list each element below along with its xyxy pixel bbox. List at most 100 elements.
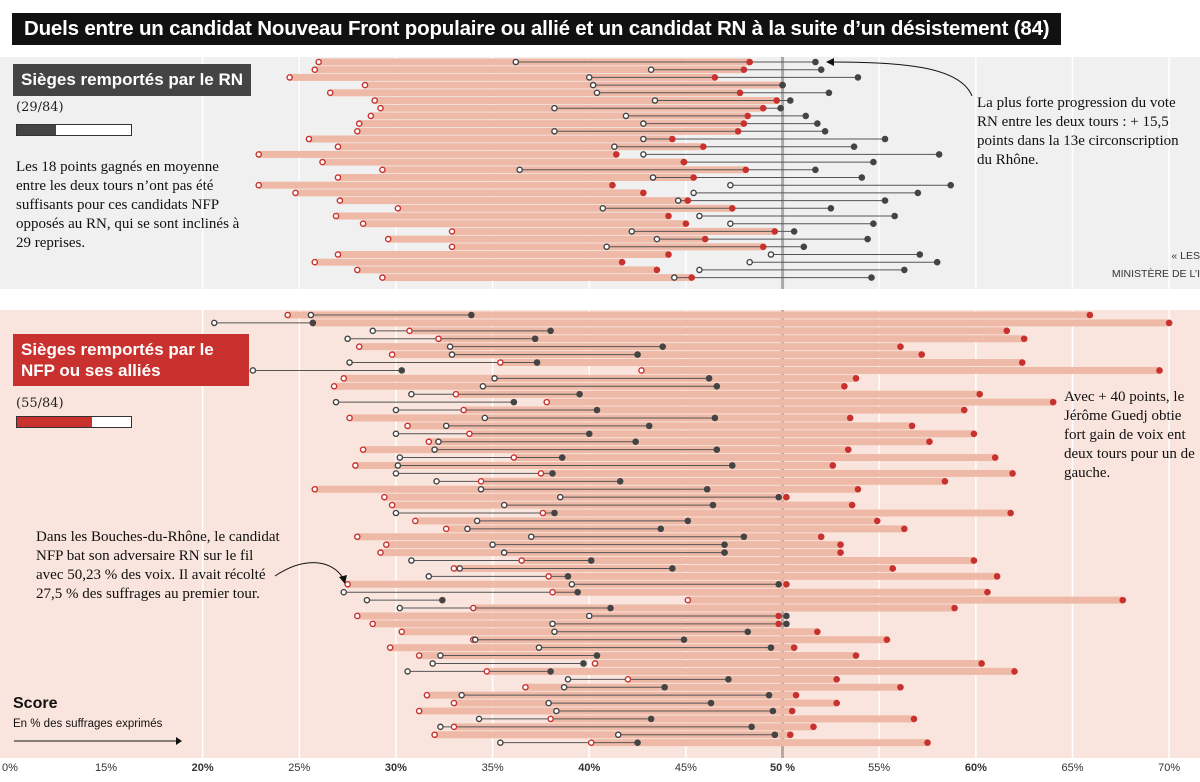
nfp-first-round-point — [284, 311, 292, 319]
rn-second-round-point — [728, 462, 736, 469]
rn-first-round-point — [431, 446, 438, 453]
rn-second-round-point — [821, 128, 829, 135]
nfp-row-41 — [469, 636, 891, 644]
nfp-progress-segment — [357, 612, 779, 620]
nfp-row-47 — [522, 683, 904, 691]
nfp-row-45 — [404, 667, 1018, 675]
rn-second-round-point — [901, 266, 908, 274]
nfp-row-40 — [398, 628, 821, 636]
nfp-row-11 — [332, 398, 1057, 406]
nfp-progress-segment — [365, 81, 783, 89]
rn-first-round-point — [556, 493, 564, 501]
nfp-first-round-point — [452, 390, 460, 398]
rn-second-round-point — [779, 81, 786, 89]
rn-first-round-point — [481, 414, 489, 422]
nfp-first-round-point — [466, 430, 473, 438]
nfp-progress-segment — [595, 659, 982, 667]
rn-row-10 — [305, 135, 889, 143]
rn-first-round-point — [369, 327, 377, 335]
rn-first-round-point — [651, 97, 659, 104]
nfp-progress-segment — [552, 588, 988, 596]
rn-first-round-point — [500, 549, 508, 556]
rn-second-round-point — [775, 580, 782, 588]
nfp-first-round-point — [398, 628, 406, 636]
nfp-progress-segment — [500, 359, 1023, 367]
rn-second-round-point — [551, 509, 558, 517]
nfp-second-round-point — [854, 485, 862, 493]
nfp-row-33 — [425, 572, 1001, 580]
nfp-row-31 — [408, 557, 978, 565]
rn-first-round-point — [408, 390, 415, 398]
nfp-first-round-point — [377, 549, 384, 556]
nfp-second-round-point — [690, 174, 697, 181]
rn-second-round-point — [786, 97, 794, 104]
score-subtitle: En % des suffrages exprimés — [13, 718, 163, 730]
rn-row-4 — [326, 89, 833, 97]
rn-second-round-point — [574, 588, 581, 596]
nfp-row-39 — [369, 620, 790, 628]
nfp-progress-segment — [525, 683, 901, 691]
rn-first-round-point — [392, 406, 400, 414]
rn-row-28 — [379, 274, 875, 282]
rn-first-round-point — [585, 612, 593, 620]
nfp-first-round-point — [539, 509, 547, 517]
rn-first-round-point — [647, 66, 655, 73]
nfp-first-round-point — [510, 454, 518, 461]
rn-row-2 — [286, 73, 862, 81]
rn-second-round-point — [725, 676, 732, 683]
rn-row-24 — [448, 243, 808, 251]
nfp-first-round-point — [371, 97, 378, 104]
rn-second-round-point — [587, 557, 595, 564]
nfp-progress-segment — [473, 604, 955, 612]
rn-first-round-point — [640, 151, 647, 158]
rn-second-round-point — [709, 501, 717, 509]
nfp-second-round-point — [701, 235, 709, 243]
nfp-first-round-point — [404, 422, 411, 430]
nfp-second-round-point — [841, 382, 848, 390]
rn-callout-arrow — [831, 61, 973, 97]
nfp-row-42 — [386, 644, 798, 652]
nfp-row-20 — [392, 469, 1016, 477]
nfp-row-35 — [340, 588, 991, 596]
nfp-progress-segment — [337, 174, 694, 181]
x-tick-label: 70% — [1158, 762, 1180, 774]
nfp-second-round-point — [846, 414, 854, 422]
rn-second-round-point — [669, 565, 676, 572]
nfp-progress-segment — [452, 227, 775, 235]
nfp-row-14 — [404, 422, 916, 430]
nfp-second-round-point — [744, 112, 752, 120]
nfp-second-round-point — [978, 660, 985, 667]
nfp-first-round-point — [394, 204, 402, 212]
x-tick-label: 15% — [95, 762, 117, 774]
rn-second-round-point — [585, 430, 593, 438]
rn-first-round-point — [471, 636, 479, 644]
rn-first-round-point — [614, 731, 622, 739]
nfp-second-round-point — [1007, 509, 1014, 517]
x-tick-label: 40% — [578, 762, 600, 774]
nfp-first-round-point — [334, 174, 342, 181]
nfp-first-round-point — [450, 723, 458, 731]
rn-second-round-point — [933, 258, 941, 266]
nfp-row-51 — [475, 715, 918, 723]
rn-second-round-point — [769, 707, 777, 715]
nfp-progress-segment — [409, 327, 1007, 335]
nfp-second-round-point — [773, 97, 781, 104]
nfp-progress-segment — [687, 596, 1123, 604]
nfp-first-round-point — [537, 470, 545, 477]
rn-first-round-point — [392, 470, 400, 477]
rn-first-round-point — [249, 367, 257, 374]
nfp-progress-segment — [550, 715, 914, 723]
rn-second-round-point — [707, 699, 715, 707]
rn-second-round-point — [547, 668, 554, 675]
rn-second-round-point — [705, 375, 713, 382]
nfp-row-37 — [396, 604, 958, 612]
rn-second-round-point — [533, 359, 541, 366]
nfp-progress-fill — [17, 417, 92, 427]
nfp-second-round-point — [775, 612, 782, 620]
nfp-second-round-point — [669, 135, 676, 143]
x-axis: 0% 15% 20% 25% 30% 35% 40% 45% 50 % 55% 60% 65% 70% — [2, 762, 1180, 774]
nfp-second-round-point — [1049, 398, 1057, 406]
x-tick-label: 0% — [2, 762, 18, 774]
rn-second-round-point — [607, 604, 614, 612]
nfp-progress-segment — [357, 127, 739, 135]
